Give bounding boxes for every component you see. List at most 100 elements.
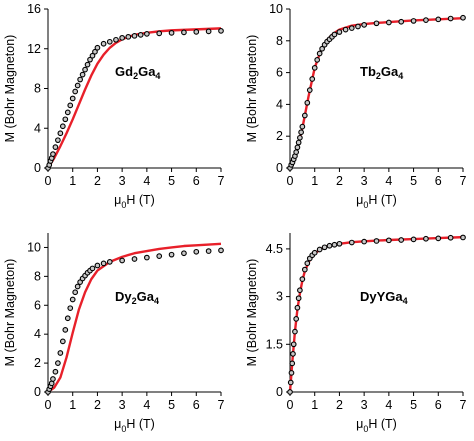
x-tick-label: 1 [311,174,318,188]
y-tick-label: 2 [34,356,41,370]
data-point [77,76,83,83]
y-tick-label: 8 [34,82,41,96]
data-point [304,260,311,267]
x-label-sub: 0 [121,424,126,434]
data-point [292,328,298,335]
x-label-sub: 0 [363,424,368,434]
data-point [59,123,66,130]
compound-prefix: Tb [360,64,376,79]
x-label-sub: 0 [363,200,368,210]
data-point [87,56,93,63]
data-point [435,235,442,242]
data-point [205,28,212,35]
data-point [386,19,392,26]
y-tick-label: 2 [276,129,283,143]
data-point [50,376,56,382]
data-point [205,248,212,254]
compound-sub1: 2 [133,71,138,81]
y-tick-label: 4 [34,327,41,341]
fit-curve [288,235,464,393]
compound-mid: Ga [137,289,155,304]
compound-sub2: 4 [155,71,160,81]
data-point [74,283,81,290]
data-point [113,36,119,43]
x-tick-label: 5 [168,174,175,188]
data-point [348,239,355,246]
data-point [59,338,66,345]
compound-sub2: 4 [154,296,159,306]
data-point [193,248,200,255]
data-point [447,234,454,241]
x-tick-label: 6 [193,174,200,188]
compound-prefix: Gd [115,64,133,79]
data-point [74,82,81,89]
data-point [79,71,86,78]
data-point [309,76,316,82]
data-point [435,16,442,23]
x-tick-label: 1 [69,398,76,412]
x-label-rest: H (T) [368,193,396,207]
data-point [298,129,304,136]
data-point [156,30,163,37]
data-point [299,123,306,130]
y-tick-label: 0 [34,161,41,175]
data-point [52,368,59,375]
y-tick-label: 8 [276,34,283,48]
data-point [89,265,96,272]
data-point [57,130,64,137]
x-tick-label: 4 [385,174,392,188]
fit-curve [47,242,222,393]
compound-sub1: 2 [376,71,381,81]
data-point [319,45,325,52]
data-point [342,26,349,33]
compound-mid: Ga [381,64,399,79]
compound-mid: Ga [138,64,156,79]
data-point [89,52,96,59]
data-point [100,40,107,47]
x-tick-label: 0 [287,174,294,188]
x-tick-label: 5 [168,398,175,412]
y-tick-label: 6 [34,298,41,312]
y-axis-label: M (Bohr Magneton) [3,35,17,143]
data-point [293,316,300,322]
data-point [410,18,417,24]
data-point [423,235,429,242]
y-tick-label: 4 [34,121,41,135]
data-point [55,137,61,144]
data-point [131,256,138,262]
compound-sub2: 4 [403,296,408,306]
y-axis-label: M (Bohr Magneton) [245,35,259,143]
data-point [64,315,71,322]
y-tick-label: 1.5 [266,337,283,351]
x-tick-label: 3 [119,398,126,412]
data-point [361,238,367,245]
x-tick-label: 6 [435,174,442,188]
data-point [304,99,311,106]
data-point [67,102,74,109]
data-point [119,257,125,264]
data-point [297,134,303,141]
x-tick-label: 1 [311,398,318,412]
data-point [314,57,321,63]
compound-label: Gd2Ga4 [115,64,160,81]
data-point [373,238,380,244]
x-tick-label: 0 [45,398,52,412]
data-point [156,253,163,259]
data-point [290,350,296,357]
x-tick-label: 1 [69,174,76,188]
y-tick-label: 0 [34,385,41,399]
x-label-rest: H (T) [126,417,154,431]
y-tick-label: 10 [27,240,41,254]
fit-curve [46,27,222,169]
y-tick-label: 10 [269,2,283,16]
data-point [144,254,150,261]
data-point [181,250,187,257]
data-point [297,287,303,294]
fit-curve [288,17,464,169]
data-point [460,234,466,241]
data-point [295,295,302,302]
data-point [299,276,306,282]
